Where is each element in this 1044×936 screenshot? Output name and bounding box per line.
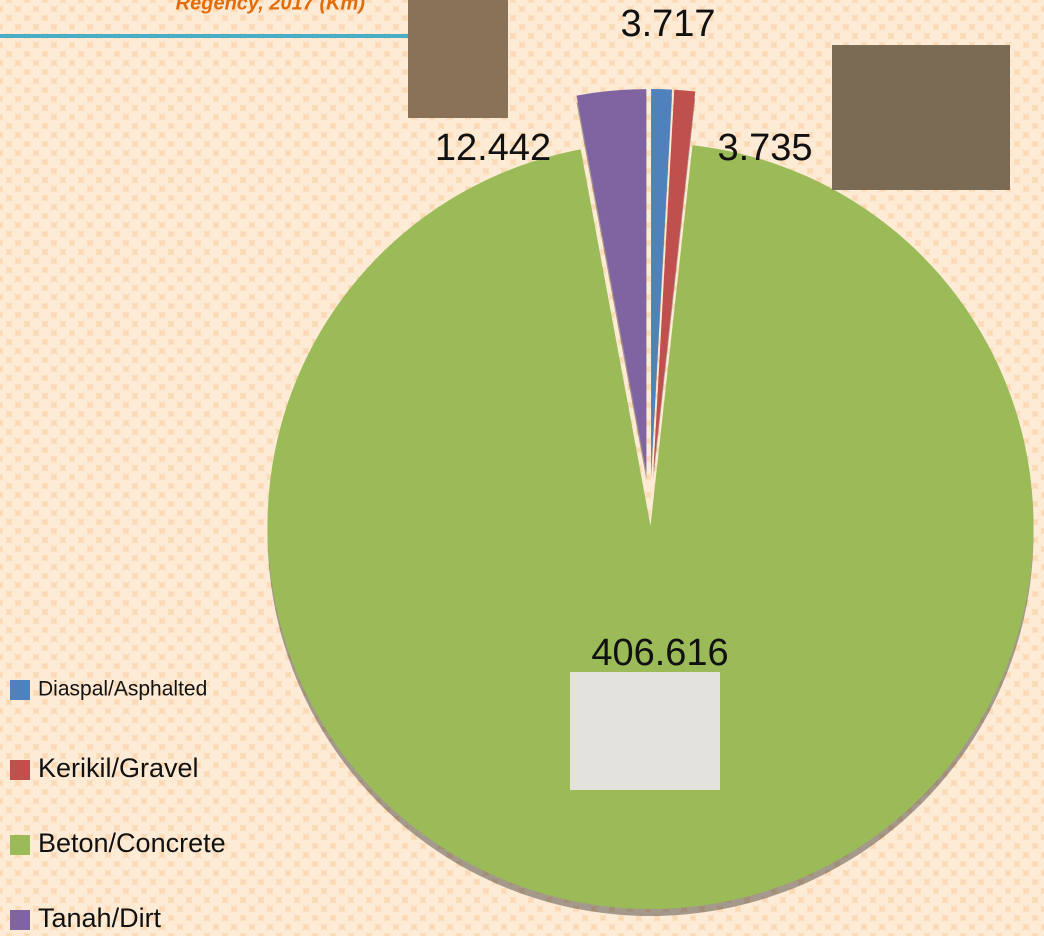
legend-swatch	[10, 760, 30, 780]
legend-label: Diaspal/Asphalted	[38, 678, 207, 701]
value-label: 3.735	[717, 127, 812, 169]
slice	[576, 89, 647, 473]
pie	[267, 89, 1034, 916]
value-label: 406.616	[591, 632, 728, 674]
slice	[653, 89, 696, 473]
chart-title: Regency, 2017 (Km)	[176, 0, 366, 14]
legend-swatch	[10, 680, 30, 700]
slice	[651, 89, 673, 473]
slice-shadow	[653, 96, 696, 480]
value-label: 3.717	[620, 3, 715, 45]
legend-swatch	[10, 910, 30, 930]
legend: Diaspal/Asphalted Kerikil/Gravel Beton/Con…	[10, 678, 226, 933]
legend-label: Kerikil/Gravel	[38, 753, 199, 783]
legend-label: Tanah/Dirt	[38, 903, 162, 933]
legend-swatch	[10, 835, 30, 855]
photo-concrete-road	[570, 672, 720, 790]
labels: 3.717 3.735 406.616 12.442	[435, 3, 813, 674]
value-label: 12.442	[435, 127, 551, 169]
legend-label: Beton/Concrete	[38, 828, 226, 858]
slice	[267, 145, 1034, 909]
photo-dirt-road	[408, 0, 508, 118]
photo-gravel-road	[832, 45, 1010, 190]
